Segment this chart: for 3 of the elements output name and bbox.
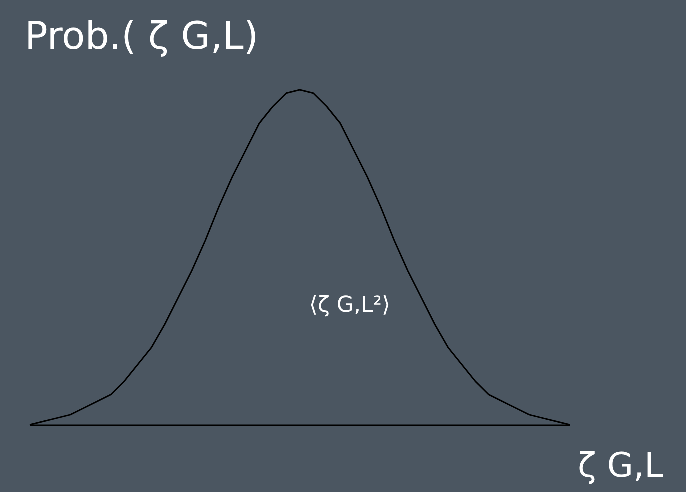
x-axis-title: ζ G,L [578,446,664,486]
annotation: ⟨ζ G,L²⟩ [309,293,391,318]
y-axis-title: Prob.( ζ G,L) [25,14,259,58]
